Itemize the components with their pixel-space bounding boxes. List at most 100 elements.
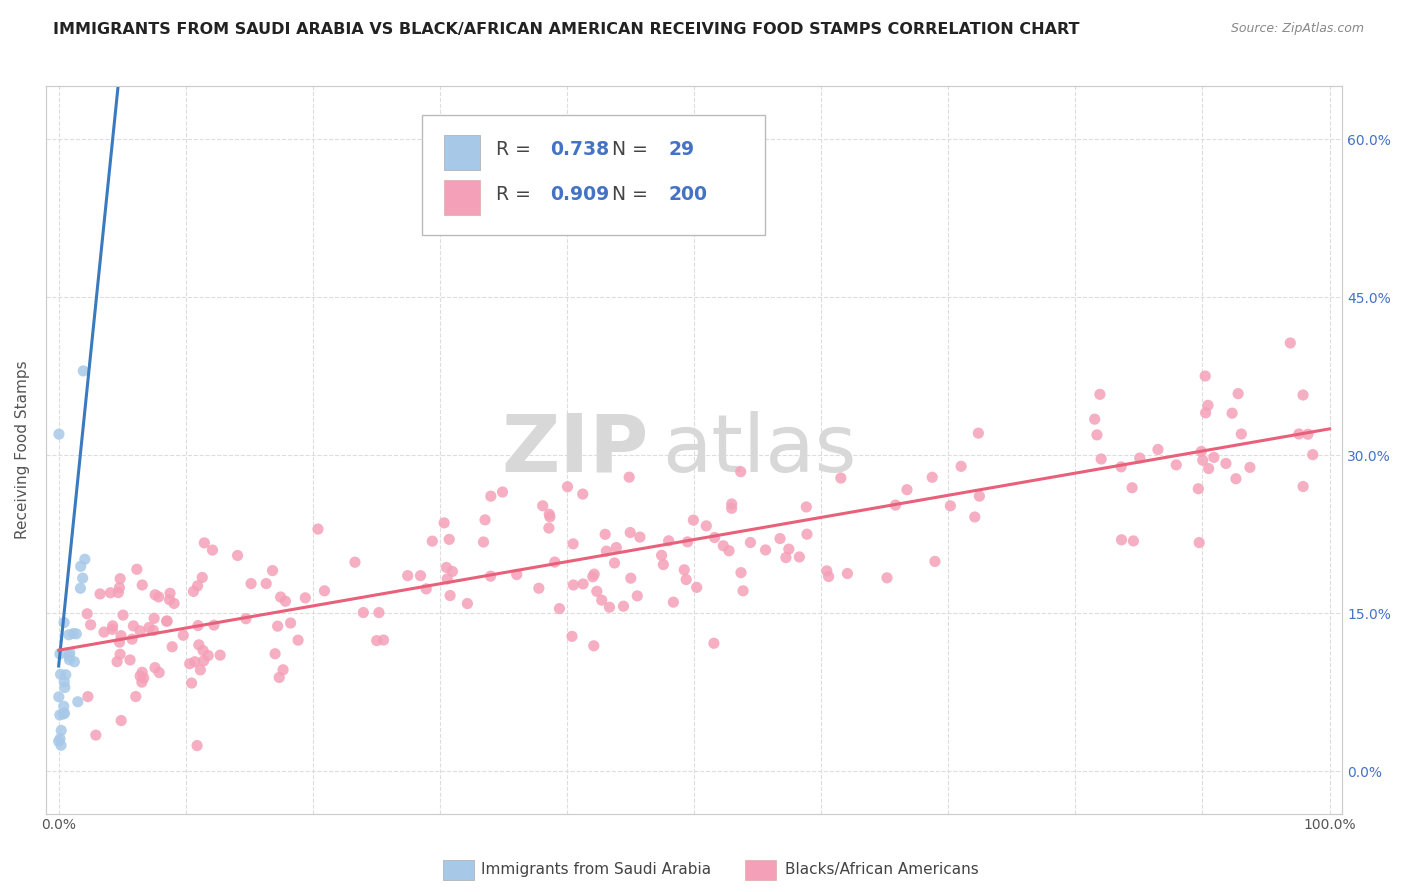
Point xyxy=(1194,369,1216,384)
Point xyxy=(69,559,91,574)
Point xyxy=(264,647,287,661)
Point xyxy=(314,583,336,598)
Point xyxy=(1227,386,1250,401)
Point xyxy=(101,623,124,637)
Text: Immigrants from Saudi Arabia: Immigrants from Saudi Arabia xyxy=(481,863,711,877)
Point xyxy=(695,519,717,533)
Point xyxy=(718,543,741,558)
Point xyxy=(131,675,153,690)
Point xyxy=(730,566,752,580)
Point xyxy=(209,648,232,662)
Point xyxy=(89,587,111,601)
Point xyxy=(1166,458,1188,472)
FancyBboxPatch shape xyxy=(444,135,481,169)
Point xyxy=(187,579,209,593)
Point xyxy=(108,635,131,649)
Point xyxy=(950,459,973,474)
Point xyxy=(1129,451,1152,466)
Point xyxy=(100,586,122,600)
Point xyxy=(939,499,962,513)
Point xyxy=(479,489,502,503)
Point xyxy=(662,595,685,609)
Point xyxy=(720,501,742,516)
Text: ZIP: ZIP xyxy=(502,411,648,489)
Point xyxy=(49,647,72,661)
Point xyxy=(612,599,634,614)
Point xyxy=(143,588,166,602)
Point xyxy=(531,499,554,513)
Text: Source: ZipAtlas.com: Source: ZipAtlas.com xyxy=(1230,22,1364,36)
Point xyxy=(817,569,839,583)
Point xyxy=(262,564,284,578)
Point xyxy=(1239,460,1261,475)
Point xyxy=(626,589,648,603)
Point xyxy=(595,544,617,558)
Point xyxy=(730,465,752,479)
Point xyxy=(815,564,838,578)
Point xyxy=(155,614,177,628)
Point xyxy=(703,531,725,545)
Point xyxy=(436,560,458,574)
Point xyxy=(963,510,986,524)
Point xyxy=(125,562,148,576)
Point xyxy=(49,667,72,681)
Point xyxy=(368,606,391,620)
Point xyxy=(1085,428,1108,442)
Point xyxy=(527,581,550,595)
Point xyxy=(1198,461,1220,475)
Point xyxy=(183,584,205,599)
Point xyxy=(1191,453,1213,467)
Point xyxy=(53,706,76,721)
FancyBboxPatch shape xyxy=(422,115,765,235)
Point xyxy=(352,606,374,620)
Point xyxy=(254,576,277,591)
Point xyxy=(110,629,132,643)
Point xyxy=(628,530,651,544)
Text: IMMIGRANTS FROM SAUDI ARABIA VS BLACK/AFRICAN AMERICAN RECEIVING FOOD STAMPS COR: IMMIGRANTS FROM SAUDI ARABIA VS BLACK/AF… xyxy=(53,22,1080,37)
Point xyxy=(66,695,89,709)
Point xyxy=(1225,472,1247,486)
Point xyxy=(562,537,585,551)
Point xyxy=(619,525,641,540)
Point xyxy=(720,497,742,511)
Point xyxy=(769,532,792,546)
Point xyxy=(118,653,141,667)
Point xyxy=(651,549,673,563)
Point xyxy=(1111,533,1133,547)
Point xyxy=(271,663,294,677)
Point xyxy=(69,582,91,596)
Point xyxy=(1147,442,1170,457)
Point xyxy=(789,549,811,564)
Point xyxy=(754,543,776,558)
Point xyxy=(1109,459,1132,474)
Point xyxy=(675,573,697,587)
Point xyxy=(58,653,80,667)
Point xyxy=(491,485,513,500)
Point xyxy=(415,582,437,596)
Point xyxy=(53,681,76,695)
Text: 200: 200 xyxy=(668,185,707,204)
Point xyxy=(55,667,77,681)
Point xyxy=(582,639,605,653)
Point xyxy=(110,714,132,728)
Point xyxy=(366,633,388,648)
Point xyxy=(235,612,257,626)
Point xyxy=(1292,479,1315,493)
Point xyxy=(108,581,131,595)
Point xyxy=(593,527,616,541)
Point xyxy=(226,549,249,563)
Point xyxy=(72,571,94,585)
Point xyxy=(658,533,681,548)
Point xyxy=(131,578,153,592)
Point xyxy=(544,555,567,569)
Point xyxy=(538,507,561,521)
Point xyxy=(676,534,699,549)
Point xyxy=(76,607,98,621)
Point xyxy=(52,706,75,721)
Point xyxy=(373,633,395,648)
Point xyxy=(59,646,82,660)
Point xyxy=(179,657,201,671)
Point xyxy=(775,550,797,565)
Point xyxy=(686,580,709,594)
Point xyxy=(58,628,80,642)
